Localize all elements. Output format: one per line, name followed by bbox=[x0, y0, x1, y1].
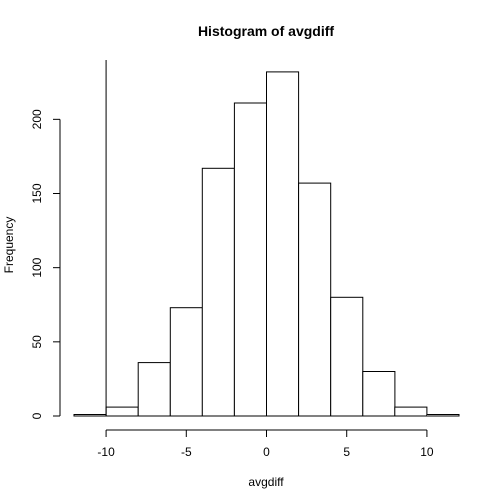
x-axis-label: avgdiff bbox=[248, 475, 284, 489]
x-axis: -10 -5 0 5 10 bbox=[97, 429, 434, 459]
y-tick-label: 100 bbox=[30, 257, 44, 277]
y-axis: 0 50 100 150 200 bbox=[30, 109, 61, 419]
histogram-bar-3 bbox=[169, 307, 203, 417]
x-tick-label: 0 bbox=[263, 445, 270, 459]
histogram-bar-1 bbox=[105, 406, 139, 417]
histogram-bar-9 bbox=[362, 371, 396, 417]
y-axis-label: Frequency bbox=[2, 217, 16, 274]
y-tick-label: 50 bbox=[30, 335, 44, 349]
bars-group bbox=[73, 71, 460, 417]
histogram-bar-10 bbox=[394, 406, 428, 417]
histogram-bar-6 bbox=[266, 71, 300, 417]
x-tick-label: -5 bbox=[181, 445, 192, 459]
histogram-bar-4 bbox=[201, 167, 235, 417]
histogram-bar-0 bbox=[73, 414, 107, 417]
histogram-bar-8 bbox=[330, 296, 364, 417]
histogram-bar-11 bbox=[426, 414, 460, 417]
histogram-bar-2 bbox=[137, 362, 171, 417]
chart-title: Histogram of avgdiff bbox=[198, 23, 334, 39]
y-tick-label: 200 bbox=[30, 109, 44, 129]
y-tick-label: 150 bbox=[30, 183, 44, 203]
y-tick-label: 0 bbox=[30, 412, 44, 419]
x-tick-label: -10 bbox=[97, 445, 115, 459]
histogram-bar-7 bbox=[298, 182, 332, 417]
histogram-bar-5 bbox=[233, 102, 267, 417]
x-tick-label: 10 bbox=[420, 445, 434, 459]
x-tick-label: 5 bbox=[343, 445, 350, 459]
